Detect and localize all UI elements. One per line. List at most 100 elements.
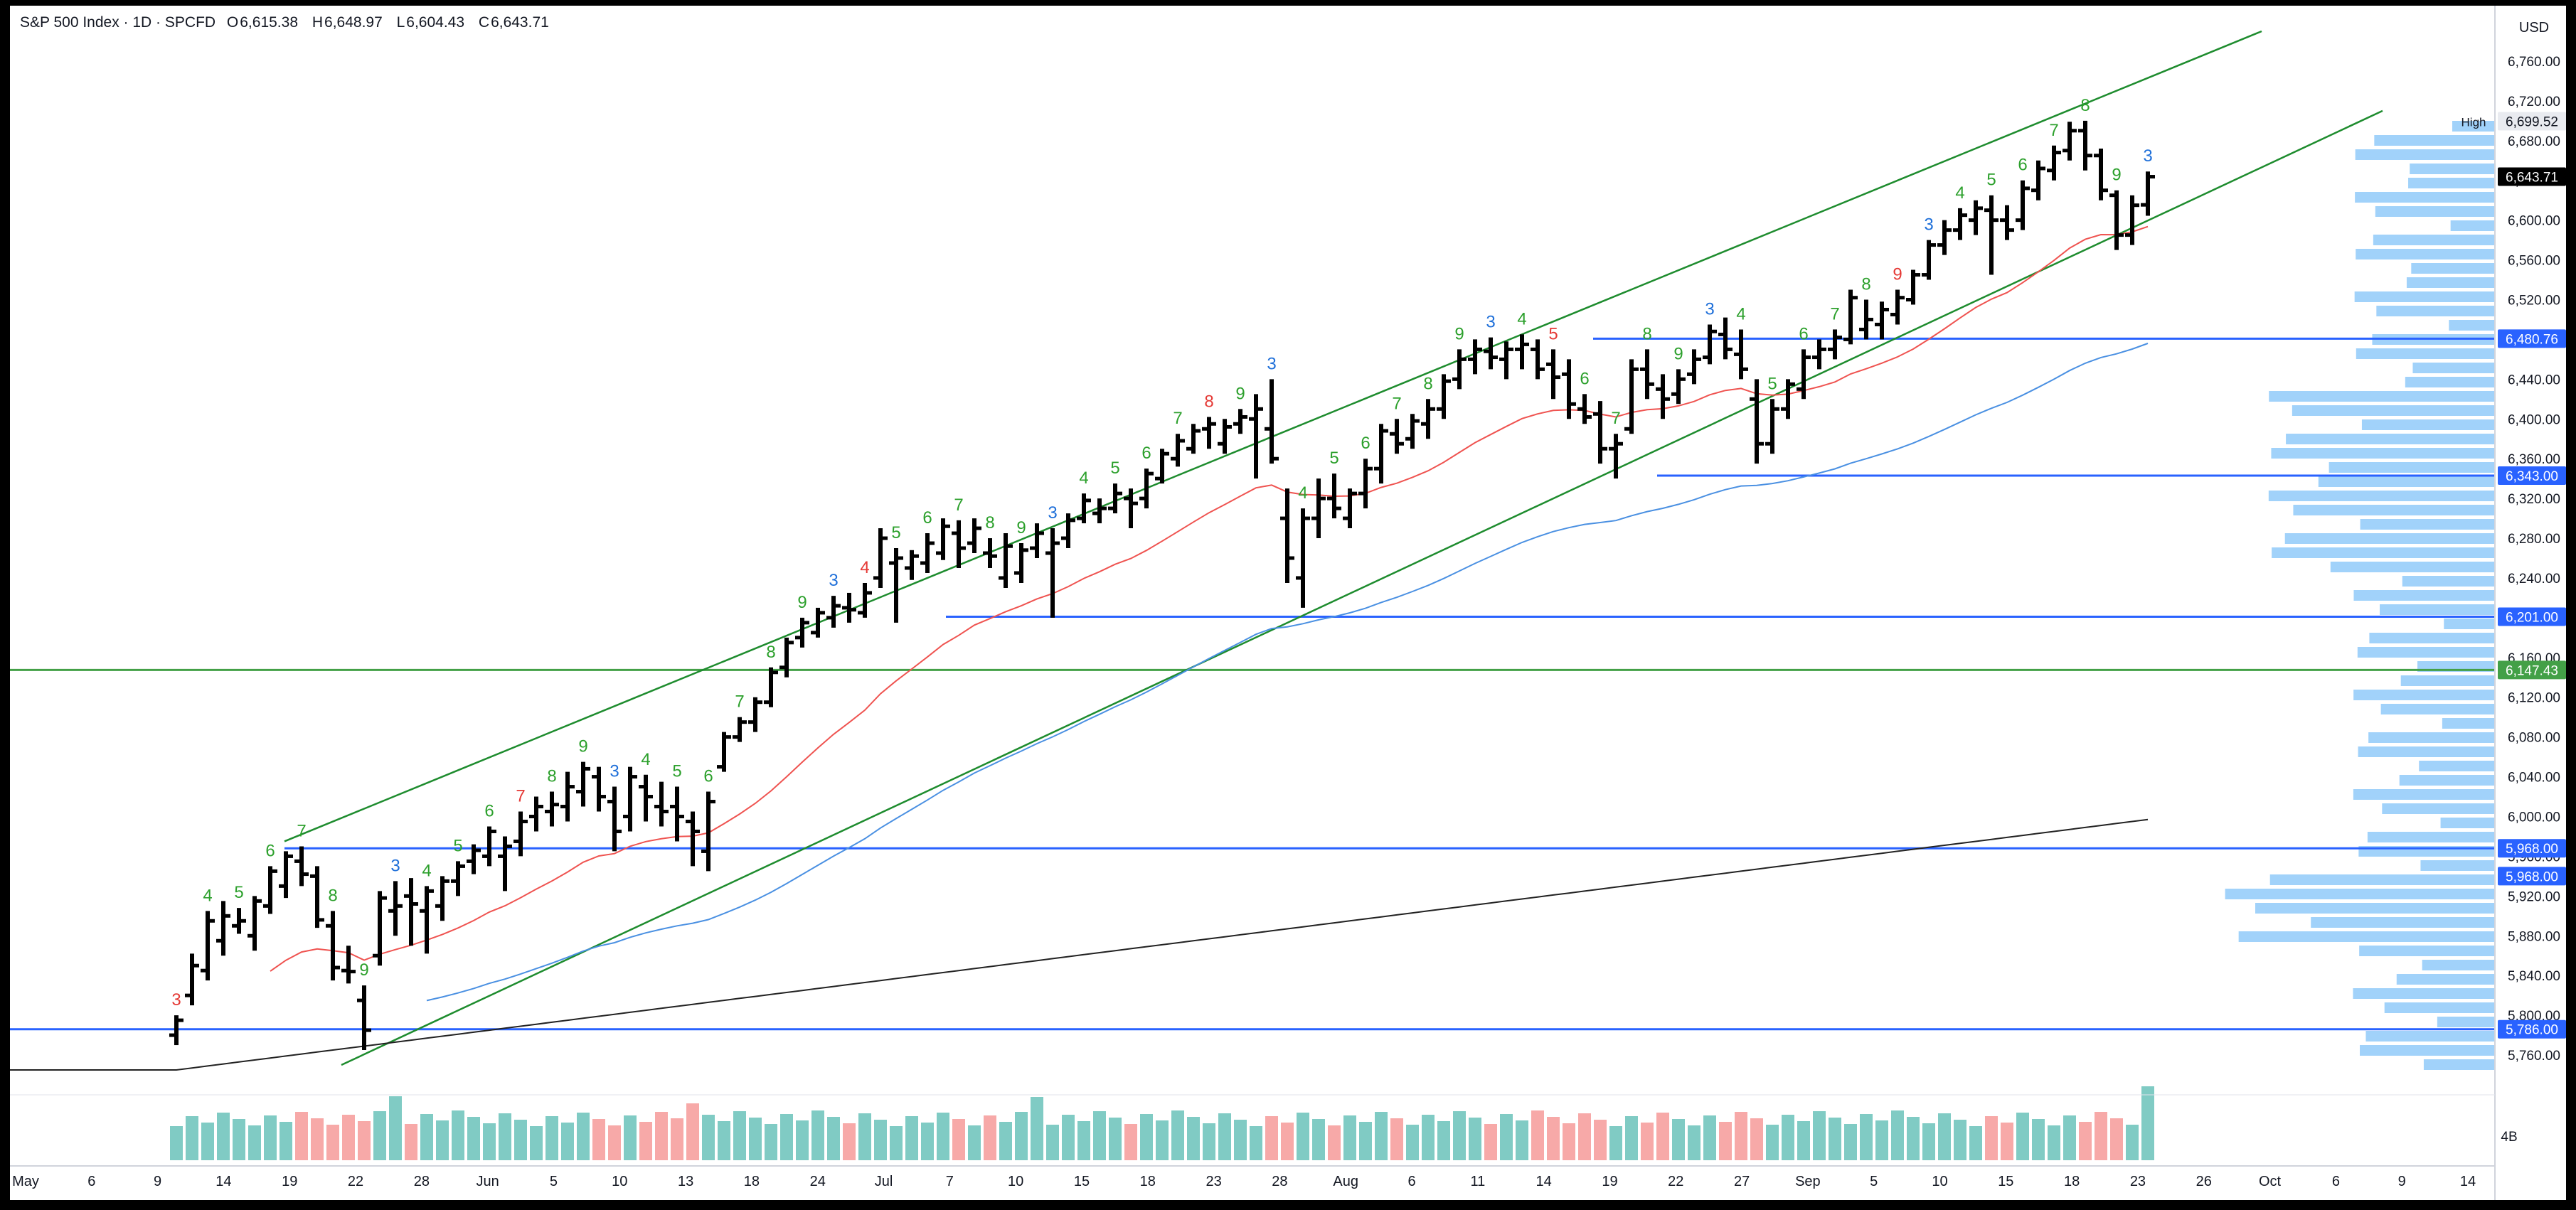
ohlc-bar [467, 844, 481, 874]
ohlc-bar [357, 985, 371, 1051]
volume-bar [874, 1120, 887, 1160]
setup-count-label: 9 [1016, 518, 1026, 537]
time-tick-label: 26 [2196, 1174, 2212, 1189]
volume-profile-bar [2311, 917, 2495, 928]
volume-profile-bar [2412, 363, 2495, 373]
ohlc-bar [1577, 394, 1592, 424]
volume-profile-bar [2380, 704, 2495, 714]
time-tick-label: 10 [612, 1174, 627, 1189]
volume-bar [1406, 1125, 1419, 1160]
volume-bar [733, 1111, 746, 1160]
high-value: 6,648.97 [324, 14, 383, 31]
volume-profile-bar [2269, 874, 2495, 885]
channel-lower-line [341, 109, 2383, 1066]
volume-bar [389, 1096, 402, 1160]
volume-profile-bar [2353, 690, 2495, 700]
ohlc-bar [2141, 171, 2155, 216]
setup-count-label: 3 [2143, 146, 2152, 166]
setup-count-label: 4 [1736, 304, 1745, 323]
volume-bar [2016, 1113, 2029, 1160]
setup-count-label: 9 [578, 737, 587, 756]
volume-bar [780, 1114, 793, 1160]
ohlc-bar [326, 911, 340, 981]
ohlc-bar [1077, 493, 1091, 524]
setup-count-label: 4 [422, 861, 431, 880]
ohlc-bar [1890, 289, 1905, 325]
price-badge [2498, 839, 2566, 858]
setup-count-label: 4 [1079, 469, 1088, 488]
volume-profile-bar [2400, 675, 2495, 686]
volume-bar [1437, 1121, 1450, 1160]
volume-bar [514, 1120, 527, 1160]
sma-slow-line [9, 818, 2149, 1071]
chart-background [10, 6, 2566, 1200]
volume-bar [1469, 1118, 1481, 1160]
volume-bar [1297, 1113, 1309, 1160]
ohlc-bar [529, 796, 543, 832]
volume-profile-bar [2399, 775, 2495, 786]
volume-bar [858, 1113, 871, 1160]
ohlc-bar [201, 911, 215, 981]
price-tick-label: 6,320.00 [2508, 492, 2560, 507]
price-badge-label: 5,968.00 [2506, 842, 2558, 857]
volume-bar [405, 1124, 417, 1160]
indicator-lines [9, 30, 2495, 1071]
volume-bar [702, 1115, 715, 1160]
volume-bar [1359, 1122, 1372, 1160]
price-badge [2498, 607, 2566, 626]
setup-count-label: 7 [1173, 409, 1182, 428]
high-key: H [312, 14, 324, 31]
setup-count-label: 8 [1642, 324, 1651, 343]
volume-profile-bar [2238, 931, 2495, 942]
volume-bar [1390, 1118, 1403, 1160]
volume-profile-bar [2405, 377, 2495, 387]
ohlc-bar [2031, 160, 2045, 200]
ohlc-bar [2047, 145, 2061, 181]
setup-count-label: 9 [797, 593, 807, 612]
setup-count-label: 9 [2112, 166, 2121, 185]
volume-layer [170, 1086, 2154, 1160]
ohlc-bar [513, 811, 528, 857]
volume-profile-bar [2255, 903, 2495, 914]
ohlc-bar [1265, 379, 1279, 464]
ohlc-bar [1155, 449, 1169, 484]
ohlc-bar [451, 861, 465, 896]
volume-bar [1860, 1114, 1873, 1160]
time-tick-label: 28 [414, 1174, 430, 1189]
volume-bar [2079, 1122, 2092, 1160]
setup-count-label: 5 [1986, 171, 1996, 190]
ohlc-bar [216, 901, 230, 956]
ohlc-bar [1296, 508, 1310, 608]
volume-profile-bar [2437, 1017, 2495, 1027]
volume-bar [1156, 1120, 1169, 1160]
volume-bar [2126, 1125, 2139, 1160]
price-badge-label: 6,201.00 [2506, 610, 2558, 625]
ohlc-bar [1405, 414, 1420, 449]
volume-bar [686, 1103, 699, 1160]
symbol-title[interactable]: S&P 500 Index · 1D · SPCFD [20, 14, 216, 31]
setup-count-label: 3 [1924, 215, 1933, 235]
volume-bar [1171, 1110, 1184, 1160]
ohlc-bar [1218, 419, 1232, 454]
setup-count-label: 4 [860, 558, 869, 577]
volume-bar [1656, 1113, 1669, 1160]
volume-profile-bar [2284, 533, 2495, 544]
volume-profile-bar [2406, 277, 2495, 288]
volume-profile-bar [2374, 135, 2495, 146]
volume-bar [264, 1115, 277, 1160]
volume-bar [1609, 1126, 1622, 1160]
setup-count-label: 3 [1267, 354, 1276, 373]
time-tick-label: 22 [1668, 1174, 1683, 1189]
ohlc-bar [936, 518, 950, 560]
volume-bar [373, 1111, 386, 1160]
volume-profile-bar [2358, 746, 2495, 757]
volume-bar [749, 1118, 762, 1160]
volume-bar [217, 1113, 230, 1160]
volume-bar [295, 1112, 308, 1160]
volume-bar [765, 1124, 777, 1160]
price-tick-label: 6,080.00 [2508, 731, 2560, 746]
time-tick-label: 5 [550, 1174, 558, 1189]
volume-bar [452, 1110, 464, 1160]
setup-count-label: 9 [1454, 324, 1464, 343]
